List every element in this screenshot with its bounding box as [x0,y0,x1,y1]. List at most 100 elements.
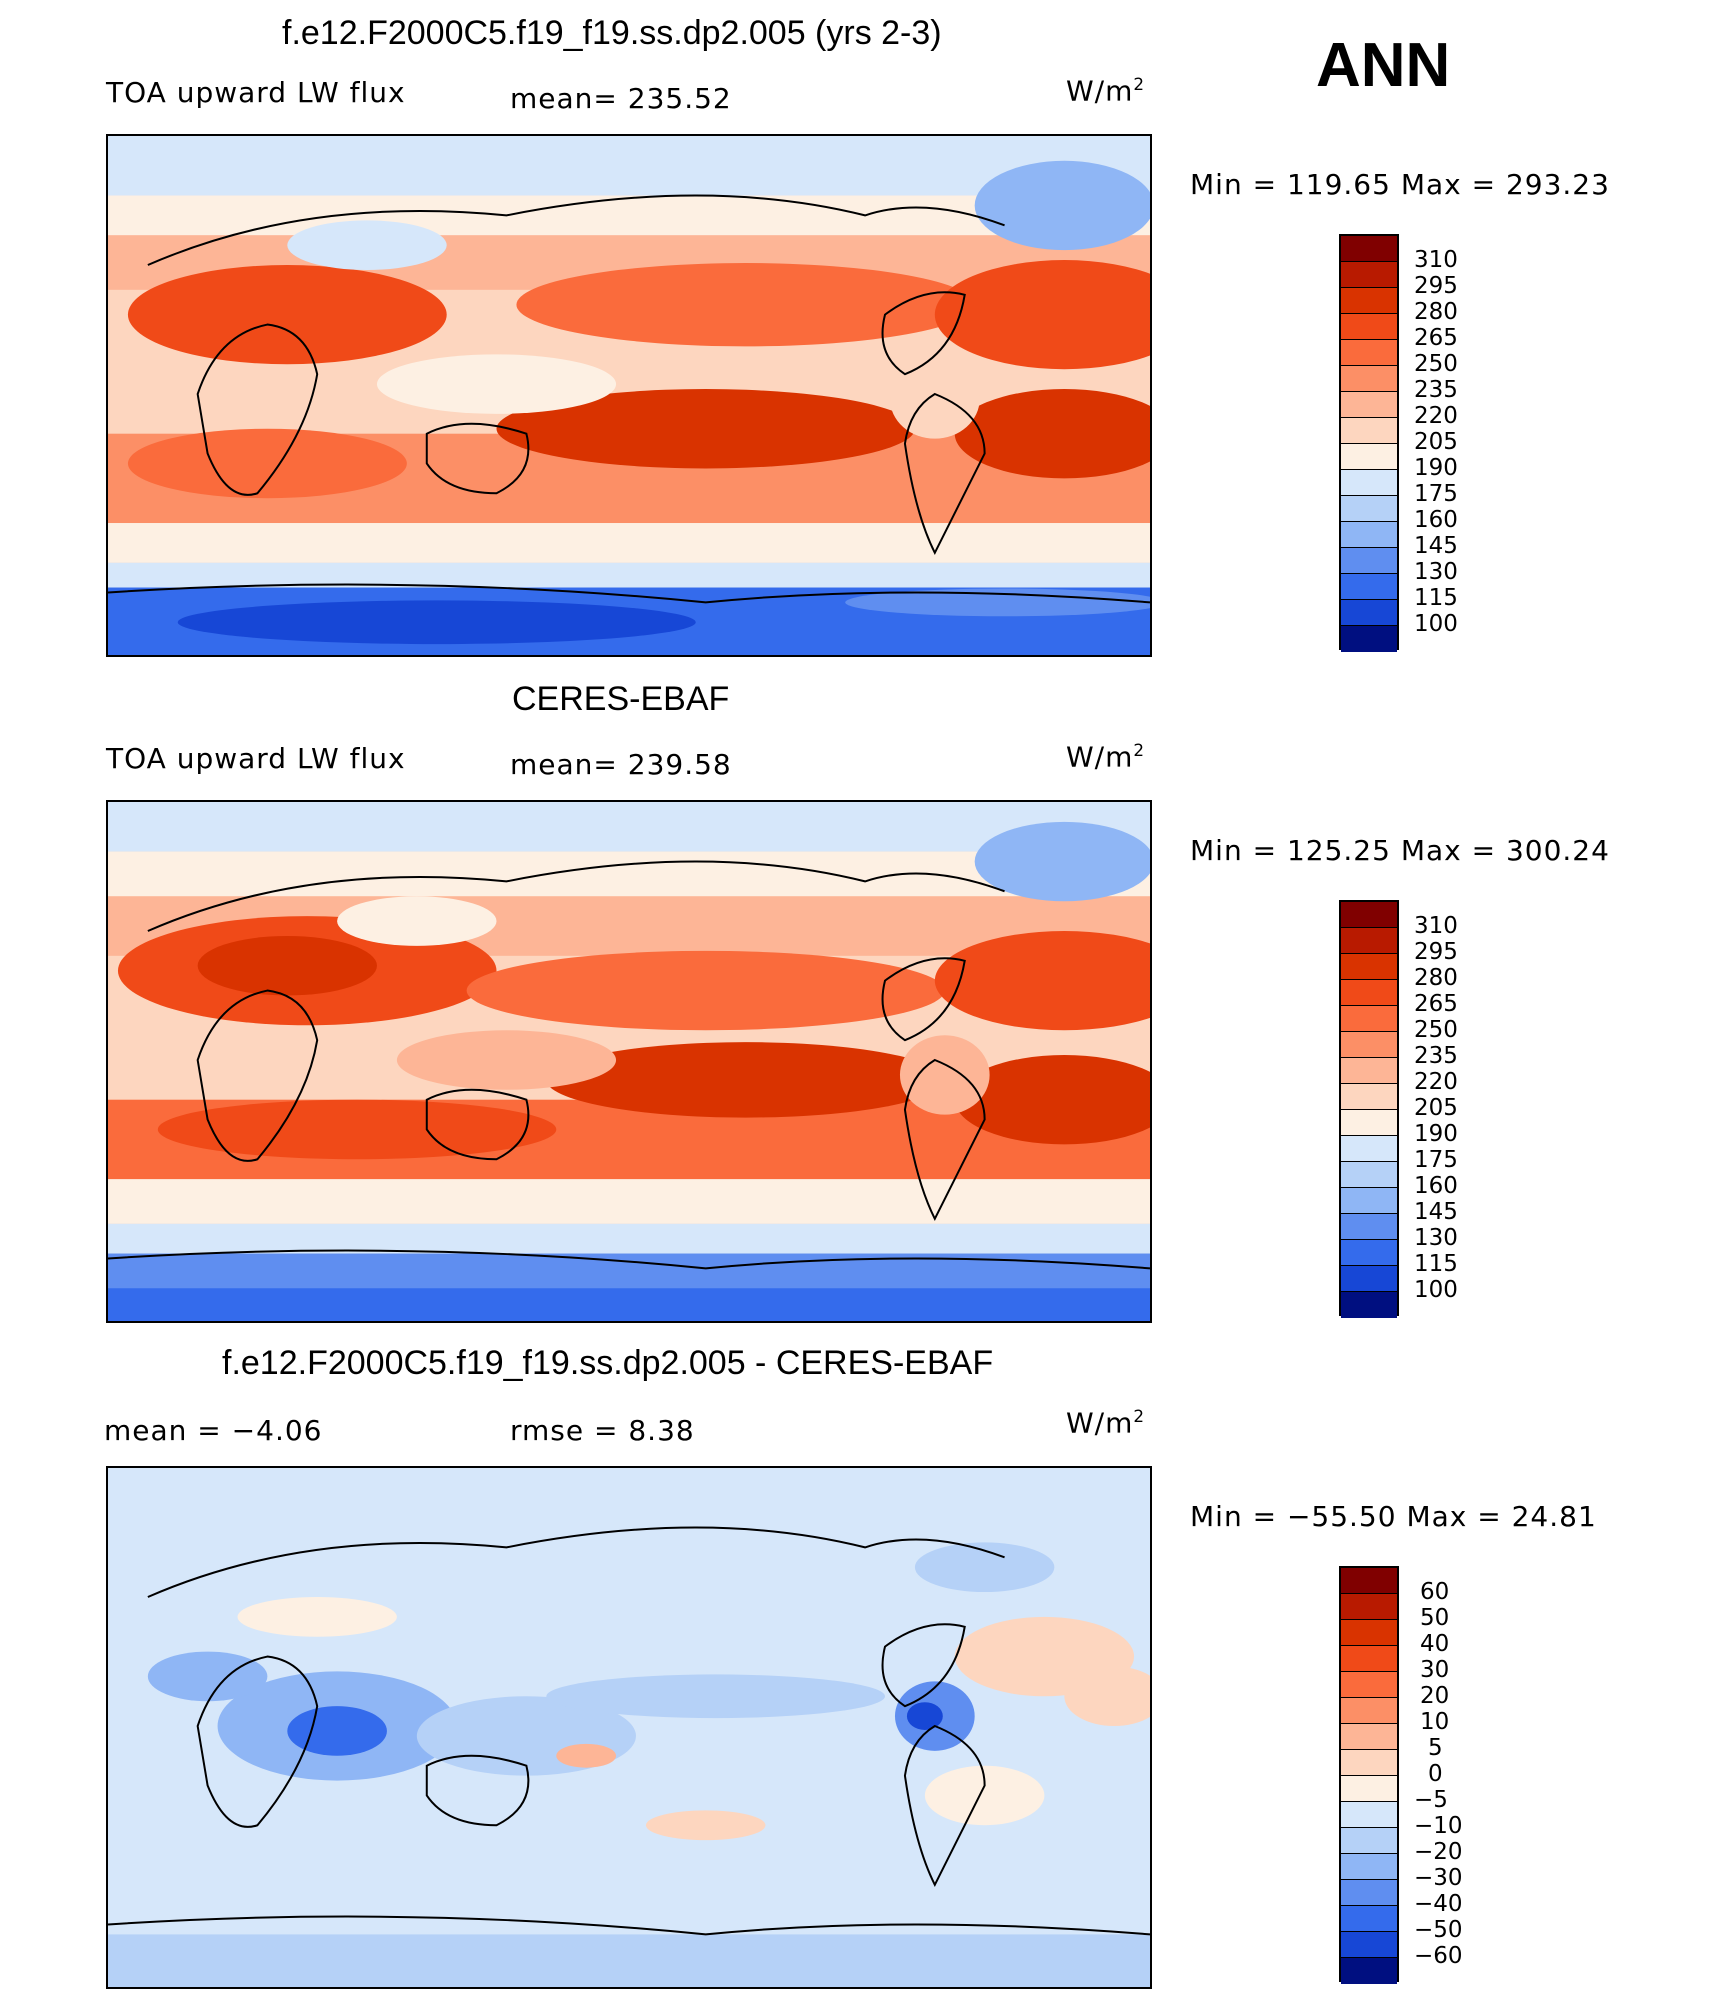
colorbar-swatch [1341,1162,1397,1188]
colorbar-swatch [1341,288,1397,314]
colorbar-swatch [1341,340,1397,366]
colorbar-tick: 20 [1420,1683,1450,1709]
colorbar-tick: 220 [1414,1069,1458,1095]
colorbar-swatch [1341,1750,1397,1776]
colorbar-swatch [1341,1240,1397,1266]
panel-3-title: f.e12.F2000C5.f19_f19.ss.dp2.005 - CERES… [222,1344,994,1382]
colorbar-swatch [1341,954,1397,980]
colorbar-swatch [1341,1724,1397,1750]
season-label: ANN [1316,31,1451,100]
colorbar-swatch [1341,548,1397,574]
panel-1-mean: mean= 235.52 [510,82,732,115]
colorbar-swatch [1341,262,1397,288]
colorbar-tick: 130 [1414,1225,1458,1251]
colorbar-swatch [1341,1698,1397,1724]
colorbar-tick: 145 [1414,533,1458,559]
colorbar-tick: 175 [1414,481,1458,507]
colorbar-swatch [1341,1880,1397,1906]
colorbar-tick: 235 [1414,377,1458,403]
colorbar-tick: 115 [1414,1251,1458,1277]
colorbar-swatch [1341,1214,1397,1240]
panel-1-units: W/m2 [1066,74,1146,108]
colorbar-swatch [1341,1854,1397,1880]
colorbar-swatch [1341,1932,1397,1958]
colorbar-tick: 60 [1420,1579,1450,1605]
colorbar-swatch [1341,928,1397,954]
colorbar-tick: 10 [1420,1709,1450,1735]
colorbar-swatch [1341,314,1397,340]
colorbar-tick: 280 [1414,299,1458,325]
colorbar-tick: 205 [1414,1095,1458,1121]
colorbar-tick: 30 [1420,1657,1450,1683]
colorbar-swatch [1341,574,1397,600]
panel-2-colorbar [1339,900,1399,1318]
colorbar-swatch [1341,1906,1397,1932]
colorbar-tick: 295 [1414,939,1458,965]
colorbar-swatch [1341,1058,1397,1084]
panel-2-units: W/m2 [1066,740,1146,774]
colorbar-tick: −5 [1414,1787,1448,1813]
colorbar-swatch [1341,236,1397,262]
colorbar-tick: 235 [1414,1043,1458,1069]
colorbar-swatch [1341,1110,1397,1136]
panel-1-minmax: Min = 119.65 Max = 293.23 [1190,168,1610,201]
colorbar-tick: 265 [1414,325,1458,351]
colorbar-tick: −10 [1414,1813,1463,1839]
panel-2-title: CERES-EBAF [512,680,730,718]
colorbar-tick: −30 [1414,1865,1463,1891]
colorbar-swatch [1341,600,1397,626]
panel-2-variable-label: TOA upward LW flux [106,742,406,775]
panel-1-variable-label: TOA upward LW flux [106,76,406,109]
colorbar-swatch [1341,1032,1397,1058]
colorbar-swatch [1341,366,1397,392]
panel-3-minmax: Min = −55.50 Max = 24.81 [1190,1500,1597,1533]
colorbar-tick: 5 [1428,1735,1443,1761]
colorbar-tick: 220 [1414,403,1458,429]
colorbar-swatch [1341,1568,1397,1594]
colorbar-swatch [1341,1776,1397,1802]
colorbar-tick: 295 [1414,273,1458,299]
colorbar-swatch [1341,444,1397,470]
colorbar-tick: −60 [1414,1943,1463,1969]
colorbar-swatch [1341,1802,1397,1828]
panel-3-rmse: rmse = 8.38 [510,1414,695,1447]
colorbar-swatch [1341,902,1397,928]
colorbar-tick: 310 [1414,913,1458,939]
colorbar-tick: 40 [1420,1631,1450,1657]
colorbar-swatch [1341,1292,1397,1318]
colorbar-tick: 250 [1414,1017,1458,1043]
colorbar-swatch [1341,1620,1397,1646]
colorbar-tick: 115 [1414,585,1458,611]
colorbar-swatch [1341,1828,1397,1854]
colorbar-tick: 160 [1414,507,1458,533]
colorbar-swatch [1341,1084,1397,1110]
colorbar-swatch [1341,1958,1397,1984]
colorbar-swatch [1341,392,1397,418]
colorbar-tick: 130 [1414,559,1458,585]
colorbar-swatch [1341,980,1397,1006]
panel-1-title: f.e12.F2000C5.f19_f19.ss.dp2.005 (yrs 2-… [282,14,942,52]
colorbar-tick: 100 [1414,611,1458,637]
colorbar-tick: 160 [1414,1173,1458,1199]
panel-2-mean: mean= 239.58 [510,748,732,781]
colorbar-swatch [1341,1266,1397,1292]
colorbar-tick: 190 [1414,1121,1458,1147]
colorbar-swatch [1341,418,1397,444]
colorbar-tick: −20 [1414,1839,1463,1865]
colorbar-swatch [1341,1594,1397,1620]
colorbar-tick: 250 [1414,351,1458,377]
colorbar-swatch [1341,1006,1397,1032]
panel-2-minmax: Min = 125.25 Max = 300.24 [1190,834,1610,867]
colorbar-tick: 310 [1414,247,1458,273]
colorbar-tick: 100 [1414,1277,1458,1303]
colorbar-swatch [1341,1672,1397,1698]
panel-1-map [106,134,1152,657]
colorbar-swatch [1341,1188,1397,1214]
panel-2-map [106,800,1152,1323]
colorbar-swatch [1341,496,1397,522]
colorbar-swatch [1341,626,1397,652]
colorbar-tick: 145 [1414,1199,1458,1225]
colorbar-tick: −50 [1414,1917,1463,1943]
colorbar-tick: 205 [1414,429,1458,455]
colorbar-tick: 265 [1414,991,1458,1017]
